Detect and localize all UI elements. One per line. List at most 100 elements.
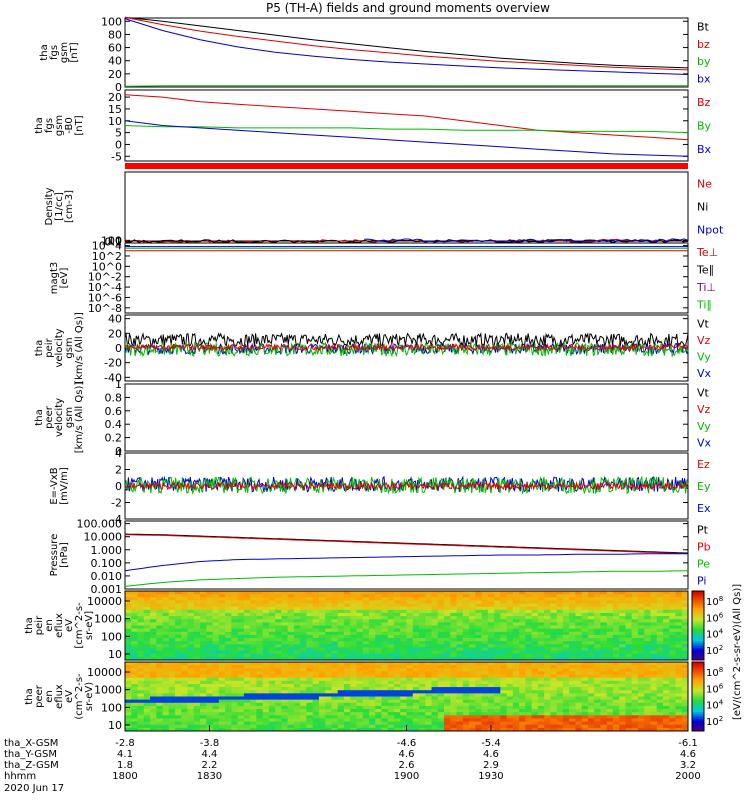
heatmap-cell	[256, 591, 264, 595]
heatmap-cell	[175, 702, 182, 707]
heatmap-cell	[387, 628, 395, 633]
legend-Vy: Vy	[697, 420, 711, 433]
heatmap-cell	[318, 606, 326, 611]
heatmap-cell	[187, 591, 195, 595]
heatmap-cell	[475, 631, 483, 636]
heatmap-cell	[306, 690, 314, 694]
panel-10: thapeerenefluxeV(cm^2-s-sr-eV)1000010001…	[24, 661, 724, 732]
heatmap-cell	[293, 641, 301, 645]
heatmap-cell	[175, 638, 182, 642]
heatmap-cell	[293, 600, 301, 605]
heatmap-cell	[312, 687, 320, 691]
heatmap-cell	[681, 702, 689, 707]
heatmap-cell	[337, 622, 345, 626]
heatmap-cell	[581, 631, 589, 636]
heatmap-cell	[675, 683, 683, 688]
heatmap-cell	[437, 690, 445, 694]
heatmap-cell	[625, 690, 633, 694]
heatmap-cell	[175, 671, 182, 676]
heatmap-cell	[306, 668, 314, 672]
heatmap-cell	[131, 709, 139, 713]
heatmap-cell	[150, 641, 157, 645]
heatmap-cell	[300, 644, 307, 648]
heatmap-cell	[312, 622, 320, 626]
heatmap-cell	[631, 594, 639, 598]
heatmap-cell	[669, 718, 676, 723]
heatmap-cell	[419, 702, 426, 707]
heatmap-cell	[637, 709, 645, 713]
heatmap-cell	[487, 606, 495, 611]
heatmap-cell	[362, 631, 370, 636]
heatmap-cell	[594, 653, 601, 658]
heatmap-cell	[287, 653, 295, 658]
heatmap-cell	[156, 603, 164, 608]
heatmap-cell	[531, 687, 539, 691]
heatmap-cell	[287, 600, 295, 605]
heatmap-cell	[406, 628, 414, 633]
heatmap-cell	[187, 644, 195, 648]
heatmap-cell	[425, 668, 433, 672]
heatmap-cell	[612, 671, 620, 676]
heatmap-cell	[631, 702, 639, 707]
heatmap-cell	[212, 705, 220, 710]
heatmap-cell	[637, 616, 645, 620]
heatmap-cell	[412, 677, 420, 682]
heatmap-cell	[287, 619, 295, 623]
heatmap-cell	[193, 656, 201, 661]
heatmap-cell	[412, 591, 420, 595]
heatmap-cell	[562, 690, 570, 694]
heatmap-cell	[400, 668, 407, 672]
heatmap-cell	[256, 622, 264, 626]
heatmap-cell	[656, 705, 664, 710]
heatmap-cell	[250, 609, 257, 614]
heatmap-cell	[406, 638, 414, 642]
heatmap-cell	[631, 606, 639, 611]
heatmap-cell	[143, 702, 151, 707]
heatmap-cell	[356, 699, 364, 704]
heatmap-cell	[619, 644, 626, 648]
heatmap-cell	[569, 709, 576, 713]
heatmap-cell	[281, 591, 289, 595]
heatmap-cell	[368, 634, 376, 639]
heatmap-cell	[681, 634, 689, 639]
heatmap-cell	[519, 662, 526, 666]
heatmap-cell	[600, 638, 608, 642]
heatmap-cell	[393, 603, 401, 608]
heatmap-cell	[450, 721, 458, 726]
heatmap-cell	[312, 591, 320, 595]
colorbar-cell	[692, 642, 704, 645]
heatmap-cell	[462, 616, 470, 620]
heatmap-cell	[456, 638, 464, 642]
heatmap-cell	[250, 638, 257, 642]
heatmap-cell	[487, 609, 495, 614]
heatmap-cell	[419, 641, 426, 645]
heatmap-cell	[587, 683, 595, 688]
heatmap-cell	[362, 680, 370, 685]
heatmap-cell	[537, 656, 545, 661]
heatmap-cell	[318, 712, 326, 716]
heatmap-cell	[587, 662, 595, 666]
heatmap-cell	[675, 641, 683, 645]
heatmap-cell	[368, 696, 376, 701]
heatmap-cell	[168, 715, 176, 719]
heatmap-cell	[612, 696, 620, 701]
heatmap-cell	[262, 628, 270, 633]
heatmap-cell	[387, 727, 395, 732]
heatmap-cell	[425, 656, 433, 661]
heatmap-cell	[243, 641, 251, 645]
heatmap-cell	[300, 696, 307, 701]
colorbar-cell	[692, 620, 704, 623]
heatmap-cell	[381, 662, 389, 666]
heatmap-cell	[656, 647, 664, 652]
y-axis-label: Pressure[nPa]	[49, 534, 70, 577]
heatmap-cell	[400, 715, 407, 719]
heatmap-cell	[218, 727, 226, 732]
heatmap-cell	[243, 724, 251, 729]
heatmap-cell	[450, 693, 458, 697]
heatmap-cell	[243, 600, 251, 605]
heatmap-cell	[637, 677, 645, 682]
heatmap-cell	[519, 718, 526, 723]
colorbar-tick-label: 104	[706, 699, 724, 712]
heatmap-cell	[456, 699, 464, 704]
